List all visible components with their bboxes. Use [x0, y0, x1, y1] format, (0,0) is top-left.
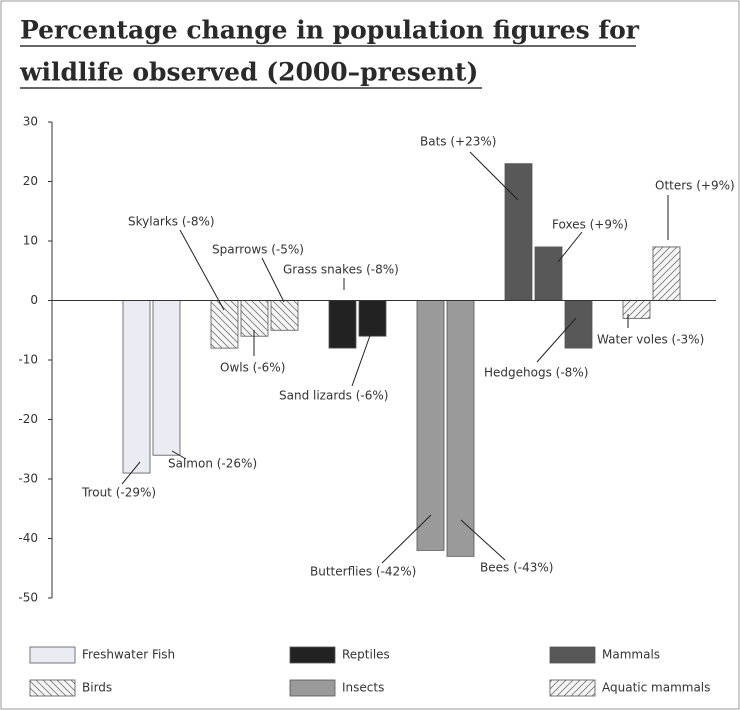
- y-tick-label: -50: [18, 591, 38, 605]
- value-label: Skylarks (-8%): [128, 215, 215, 229]
- value-label: Sand lizards (-6%): [279, 389, 388, 403]
- y-tick-label: -20: [18, 412, 38, 426]
- value-label: Otters (+9%): [655, 179, 735, 193]
- bar: [504, 163, 533, 301]
- value-label: Butterflies (-42%): [310, 565, 416, 579]
- chart-title: wildlife observed (2000–present): [19, 58, 478, 87]
- value-label: Bats (+23%): [420, 135, 496, 149]
- value-label: Water voles (-3%): [597, 333, 704, 347]
- value-label: Hedgehogs (-8%): [484, 366, 588, 380]
- value-label: Bees (-43%): [480, 561, 553, 575]
- legend-label: Reptiles: [342, 648, 390, 662]
- leader-line: [460, 519, 506, 561]
- legend-label: Birds: [82, 681, 112, 695]
- legend-label: Mammals: [602, 648, 660, 662]
- leader-line: [536, 317, 577, 363]
- value-label: Sparrows (-5%): [212, 243, 304, 257]
- value-label: Salmon (-26%): [168, 457, 257, 471]
- leader-line: [261, 257, 285, 303]
- bar: [152, 300, 181, 456]
- legend-label: Aquatic mammals: [602, 681, 710, 695]
- y-tick-label: 0: [30, 293, 38, 307]
- leader-line: [351, 329, 373, 387]
- bar: [270, 300, 299, 331]
- bar: [122, 300, 151, 474]
- value-label: Trout (-29%): [81, 486, 156, 500]
- leader-line: [381, 514, 432, 564]
- bar: [328, 300, 357, 349]
- legend-swatch: [289, 646, 336, 664]
- leader-line: [171, 450, 187, 460]
- bar: [622, 300, 651, 319]
- bar: [652, 246, 681, 301]
- legend-label: Insects: [342, 681, 384, 695]
- leader-line: [557, 231, 583, 263]
- bar: [446, 300, 475, 557]
- legend-swatch: [29, 646, 76, 664]
- legend-swatch: [29, 679, 76, 697]
- value-label: Grass snakes (-8%): [283, 263, 399, 277]
- bar: [358, 300, 387, 337]
- y-tick-label: -10: [18, 353, 38, 367]
- leader-line: [121, 461, 141, 485]
- y-tick-label: -40: [18, 531, 38, 545]
- y-tick-label: 10: [23, 234, 38, 248]
- bar: [534, 246, 563, 301]
- value-label: Foxes (+9%): [552, 218, 628, 232]
- leader-line: [179, 229, 225, 311]
- y-tick-label: -30: [18, 472, 38, 486]
- bar: [564, 300, 593, 349]
- y-tick-label: 30: [23, 115, 38, 129]
- bar: [416, 300, 445, 551]
- leader-line: [469, 151, 519, 201]
- y-tick-label: 20: [23, 174, 38, 188]
- value-label: Owls (-6%): [220, 361, 285, 375]
- legend-label: Freshwater Fish: [82, 648, 175, 662]
- bar: [210, 300, 239, 349]
- legend-swatch: [289, 679, 336, 697]
- legend-swatch: [549, 679, 596, 697]
- chart-title: Percentage change in population figures …: [20, 16, 640, 45]
- legend-swatch: [549, 646, 596, 664]
